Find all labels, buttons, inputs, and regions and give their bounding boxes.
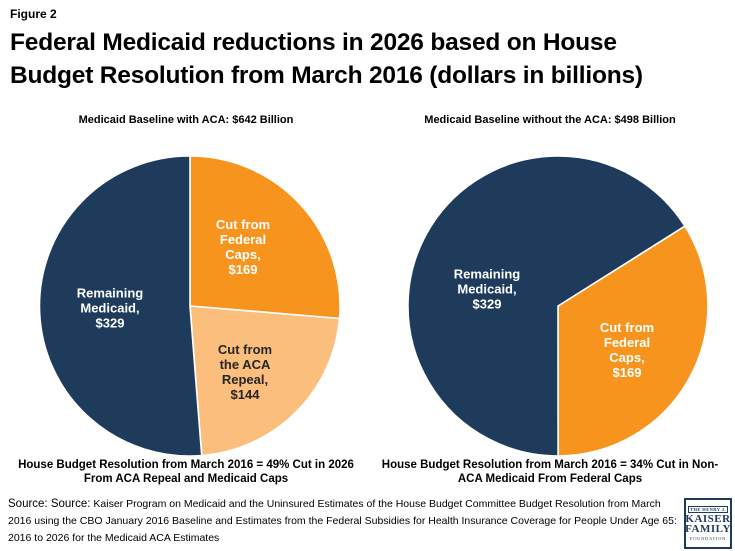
chart-with-aca: Medicaid Baseline with ACA: $642 Billion… xyxy=(5,110,367,505)
source-text: Kaiser Program on Medicaid and the Unins… xyxy=(8,498,677,544)
kff-logo-plate: THE HENRY J. KAISER FAMILY FOUNDATION xyxy=(685,500,731,547)
chart-caption-without-aca: House Budget Resolution from March 2016 … xyxy=(369,458,731,486)
pie-slice-cut-from-federal-caps xyxy=(189,155,341,320)
pie-slice-label: Cut from Federal Caps, $169 xyxy=(216,217,270,277)
pie-slice-label: Remaining Medicaid, $329 xyxy=(454,267,521,312)
pie-chart-with-aca: Cut from Federal Caps, $169 Cut from the ACA R… xyxy=(38,155,341,457)
chart-subtitle-without-aca: Medicaid Baseline without the ACA: $498 … xyxy=(424,114,676,126)
pie-chart-without-aca: Cut from Federal Caps, $169 Remaining Medicai… xyxy=(407,155,709,457)
figure-label: Figure 2 xyxy=(10,7,57,21)
caption-line: House Budget Resolution from March 2016 … xyxy=(381,459,719,471)
pie-slice-label: Cut from the ACA Repeal, $144 xyxy=(218,342,272,402)
kff-logo-foundation-text: FOUNDATION xyxy=(690,535,726,541)
chart-subtitle-with-aca: Medicaid Baseline with ACA: $642 Billion xyxy=(78,114,294,126)
pie-slice-cut-from-the-aca-repeal xyxy=(189,305,341,457)
chart-without-aca: Medicaid Baseline without the ACA: $498 … xyxy=(369,110,731,505)
kff-logo: THE HENRY J. KAISER FAMILY FOUNDATION xyxy=(684,498,732,549)
page-title-line-1: Federal Medicaid reductions in 2026 base… xyxy=(10,29,617,56)
source-prefix: Source: Source: xyxy=(8,498,91,510)
pie-slice-remaining-medicaid xyxy=(407,155,686,457)
pie-slice-label: Cut from Federal Caps, $169 xyxy=(600,320,654,380)
pie-slice-remaining-medicaid xyxy=(38,155,203,457)
caption-line: House Budget Resolution from March 2016 … xyxy=(18,459,354,471)
source-note: Source: Source: Kaiser Program on Medica… xyxy=(8,496,680,547)
kff-logo-henry-text: THE HENRY J. xyxy=(688,506,728,514)
kff-logo-family-text: FAMILY xyxy=(685,523,731,536)
page-title: Federal Medicaid reductions in 2026 base… xyxy=(10,26,700,92)
pie-slice-cut-from-federal-caps xyxy=(557,225,709,457)
chart-caption-with-aca: House Budget Resolution from March 2016 … xyxy=(5,458,367,486)
kff-logo-kaiser-text: KAISER xyxy=(685,513,731,526)
pie-slice-label: Remaining Medicaid, $329 xyxy=(77,286,144,331)
caption-line: From ACA Repeal and Medicaid Caps xyxy=(83,473,289,485)
page-title-line-2: Budget Resolution from March 2016 (dolla… xyxy=(10,62,643,89)
caption-line: ACA Medicaid From Federal Caps xyxy=(457,473,643,485)
